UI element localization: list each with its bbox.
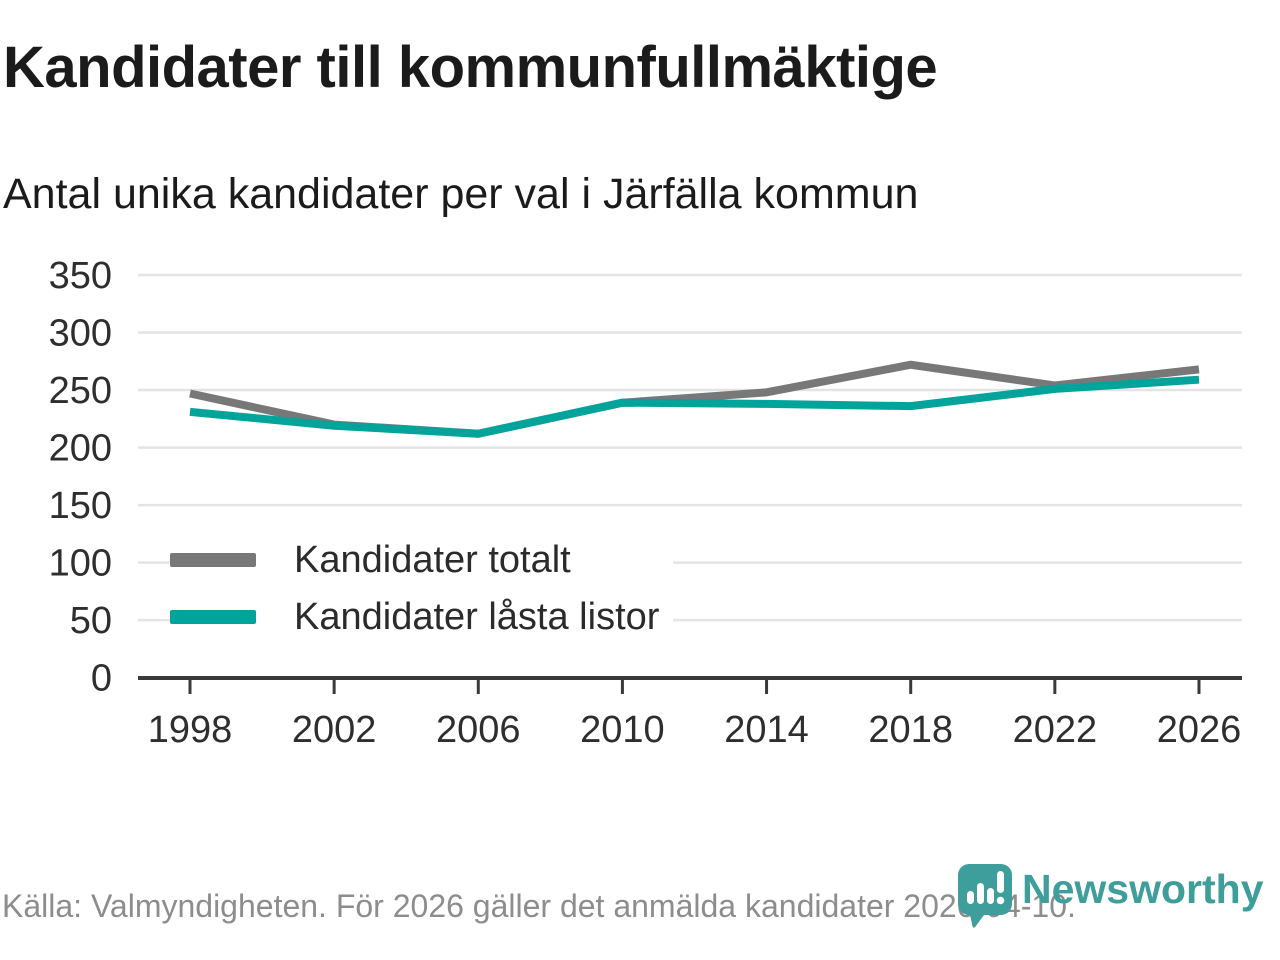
y-tick-label-0: 0 [91,658,112,700]
y-tick-label-150: 150 [49,485,112,527]
newsworthy-logo-icon [958,864,1012,928]
brand-name: Newsworthy [1022,866,1264,912]
legend-swatch-lasta-listor [170,610,256,624]
x-tick-label-2002: 2002 [292,709,377,751]
legend-swatch-totalt [170,553,256,567]
legend-item-totalt: Kandidater totalt [170,536,659,584]
x-tick-label-2018: 2018 [868,709,953,751]
legend-label-totalt: Kandidater totalt [294,538,571,581]
chart-title: Kandidater till kommunfullmäktige [3,35,938,100]
legend-label-lasta-listor: Kandidater låsta listor [294,595,660,638]
x-tick-label-2010: 2010 [580,709,665,751]
y-tick-label-250: 250 [49,370,112,412]
legend-item-lasta-listor: Kandidater låsta listor [170,593,659,641]
x-tick-label-1998: 1998 [148,709,233,751]
chart-subtitle: Antal unika kandidater per val i Järfäll… [3,170,919,218]
y-tick-label-300: 300 [49,313,112,355]
series-line-1 [189,375,1200,438]
x-tick-label-2022: 2022 [1013,709,1098,751]
x-tick-label-2014: 2014 [724,709,809,751]
chart-legend: Kandidater totalt Kandidater låsta listo… [170,534,674,647]
source-note: Källa: Valmyndigheten. För 2026 gäller d… [2,888,1076,924]
x-tick-label-2026: 2026 [1157,709,1242,751]
y-tick-label-200: 200 [49,428,112,470]
y-tick-label-100: 100 [49,543,112,585]
newsworthy-brand: Newsworthy [956,862,1264,930]
y-tick-label-50: 50 [70,600,112,642]
x-tick-label-2006: 2006 [436,709,521,751]
y-tick-label-350: 350 [49,255,112,297]
